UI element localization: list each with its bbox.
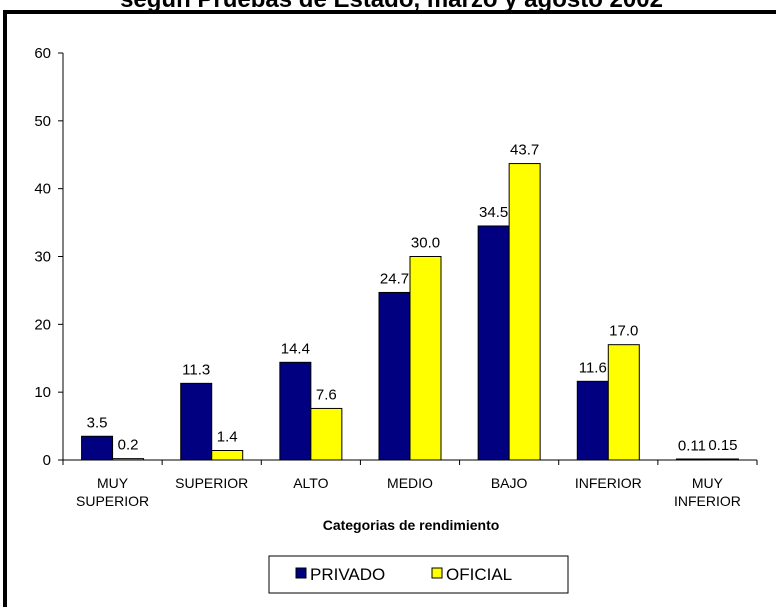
x-tick-label: INFERIOR bbox=[674, 493, 741, 509]
data-label: 0.11 bbox=[678, 437, 706, 454]
x-tick-label: INFERIOR bbox=[575, 475, 642, 491]
data-label: 24.7 bbox=[380, 270, 409, 287]
bars bbox=[81, 163, 739, 461]
data-label: 0.15 bbox=[708, 437, 737, 454]
y-tick-label: 30 bbox=[34, 249, 51, 266]
x-tick-label: BAJO bbox=[491, 475, 528, 491]
y-tick-label: 0 bbox=[43, 452, 51, 469]
bar-oficial bbox=[508, 163, 541, 461]
y-tick-label: 50 bbox=[34, 113, 51, 130]
x-tick-label: ALTO bbox=[293, 475, 328, 491]
bar-oficial bbox=[211, 450, 244, 461]
data-label: 30.0 bbox=[411, 235, 440, 252]
data-label: 17.0 bbox=[609, 323, 638, 340]
legend-label-oficial: OFICIAL bbox=[446, 565, 512, 584]
bar-oficial bbox=[607, 344, 640, 461]
y-tick-label: 20 bbox=[34, 316, 51, 333]
x-tick-label: MUY bbox=[97, 475, 129, 491]
x-tick-label: SUPERIOR bbox=[175, 475, 248, 491]
data-label: 14.4 bbox=[281, 340, 310, 357]
data-label: 1.4 bbox=[217, 429, 238, 446]
data-label: 3.5 bbox=[87, 414, 108, 431]
data-labels: 3.5 0.2 11.3 1.4 14.4 7.6 24.7 30.0 34.5 43.7 11.6… bbox=[87, 142, 738, 455]
data-label: 7.6 bbox=[316, 386, 337, 403]
x-tick-label: SUPERIOR bbox=[76, 493, 149, 509]
y-tick-label: 60 bbox=[34, 45, 51, 62]
bar-privado bbox=[576, 380, 609, 461]
legend-swatch-privado bbox=[295, 567, 307, 579]
legend-label-privado: PRIVADO bbox=[310, 565, 385, 584]
x-tick-label: MUY bbox=[692, 475, 724, 491]
y-tick-label: 10 bbox=[34, 384, 51, 401]
y-tick-label: 40 bbox=[34, 181, 51, 198]
data-label: 43.7 bbox=[510, 142, 539, 159]
data-label: 11.3 bbox=[182, 361, 210, 378]
bar-privado bbox=[279, 361, 312, 461]
bar-oficial bbox=[310, 407, 343, 461]
bar-privado bbox=[180, 382, 213, 461]
bar-privado bbox=[378, 291, 411, 461]
bar-oficial bbox=[409, 256, 442, 461]
legend-box bbox=[268, 555, 569, 594]
chart-title: según Pruebas de Estado, marzo y agosto … bbox=[0, 0, 783, 14]
bar-oficial bbox=[112, 458, 145, 461]
y-tick-labels: 0 10 20 30 40 50 60 bbox=[34, 45, 51, 469]
bar-privado bbox=[81, 435, 114, 461]
bar-privado bbox=[675, 458, 708, 461]
chart-frame bbox=[3, 10, 776, 607]
legend: PRIVADO OFICIAL bbox=[268, 555, 569, 594]
bar-privado bbox=[477, 225, 510, 461]
data-label: 11.6 bbox=[579, 359, 607, 376]
data-label: 0.2 bbox=[118, 437, 139, 454]
x-tick-labels: MUY SUPERIOR SUPERIOR ALTO MEDIO BAJO INFERIOR… bbox=[76, 475, 741, 509]
legend-swatch-oficial bbox=[431, 567, 443, 579]
x-tick-label: MEDIO bbox=[387, 475, 433, 491]
data-label: 34.5 bbox=[479, 204, 508, 221]
x-axis-label: Categorias de rendimiento bbox=[323, 517, 500, 533]
bar-oficial bbox=[706, 458, 739, 461]
